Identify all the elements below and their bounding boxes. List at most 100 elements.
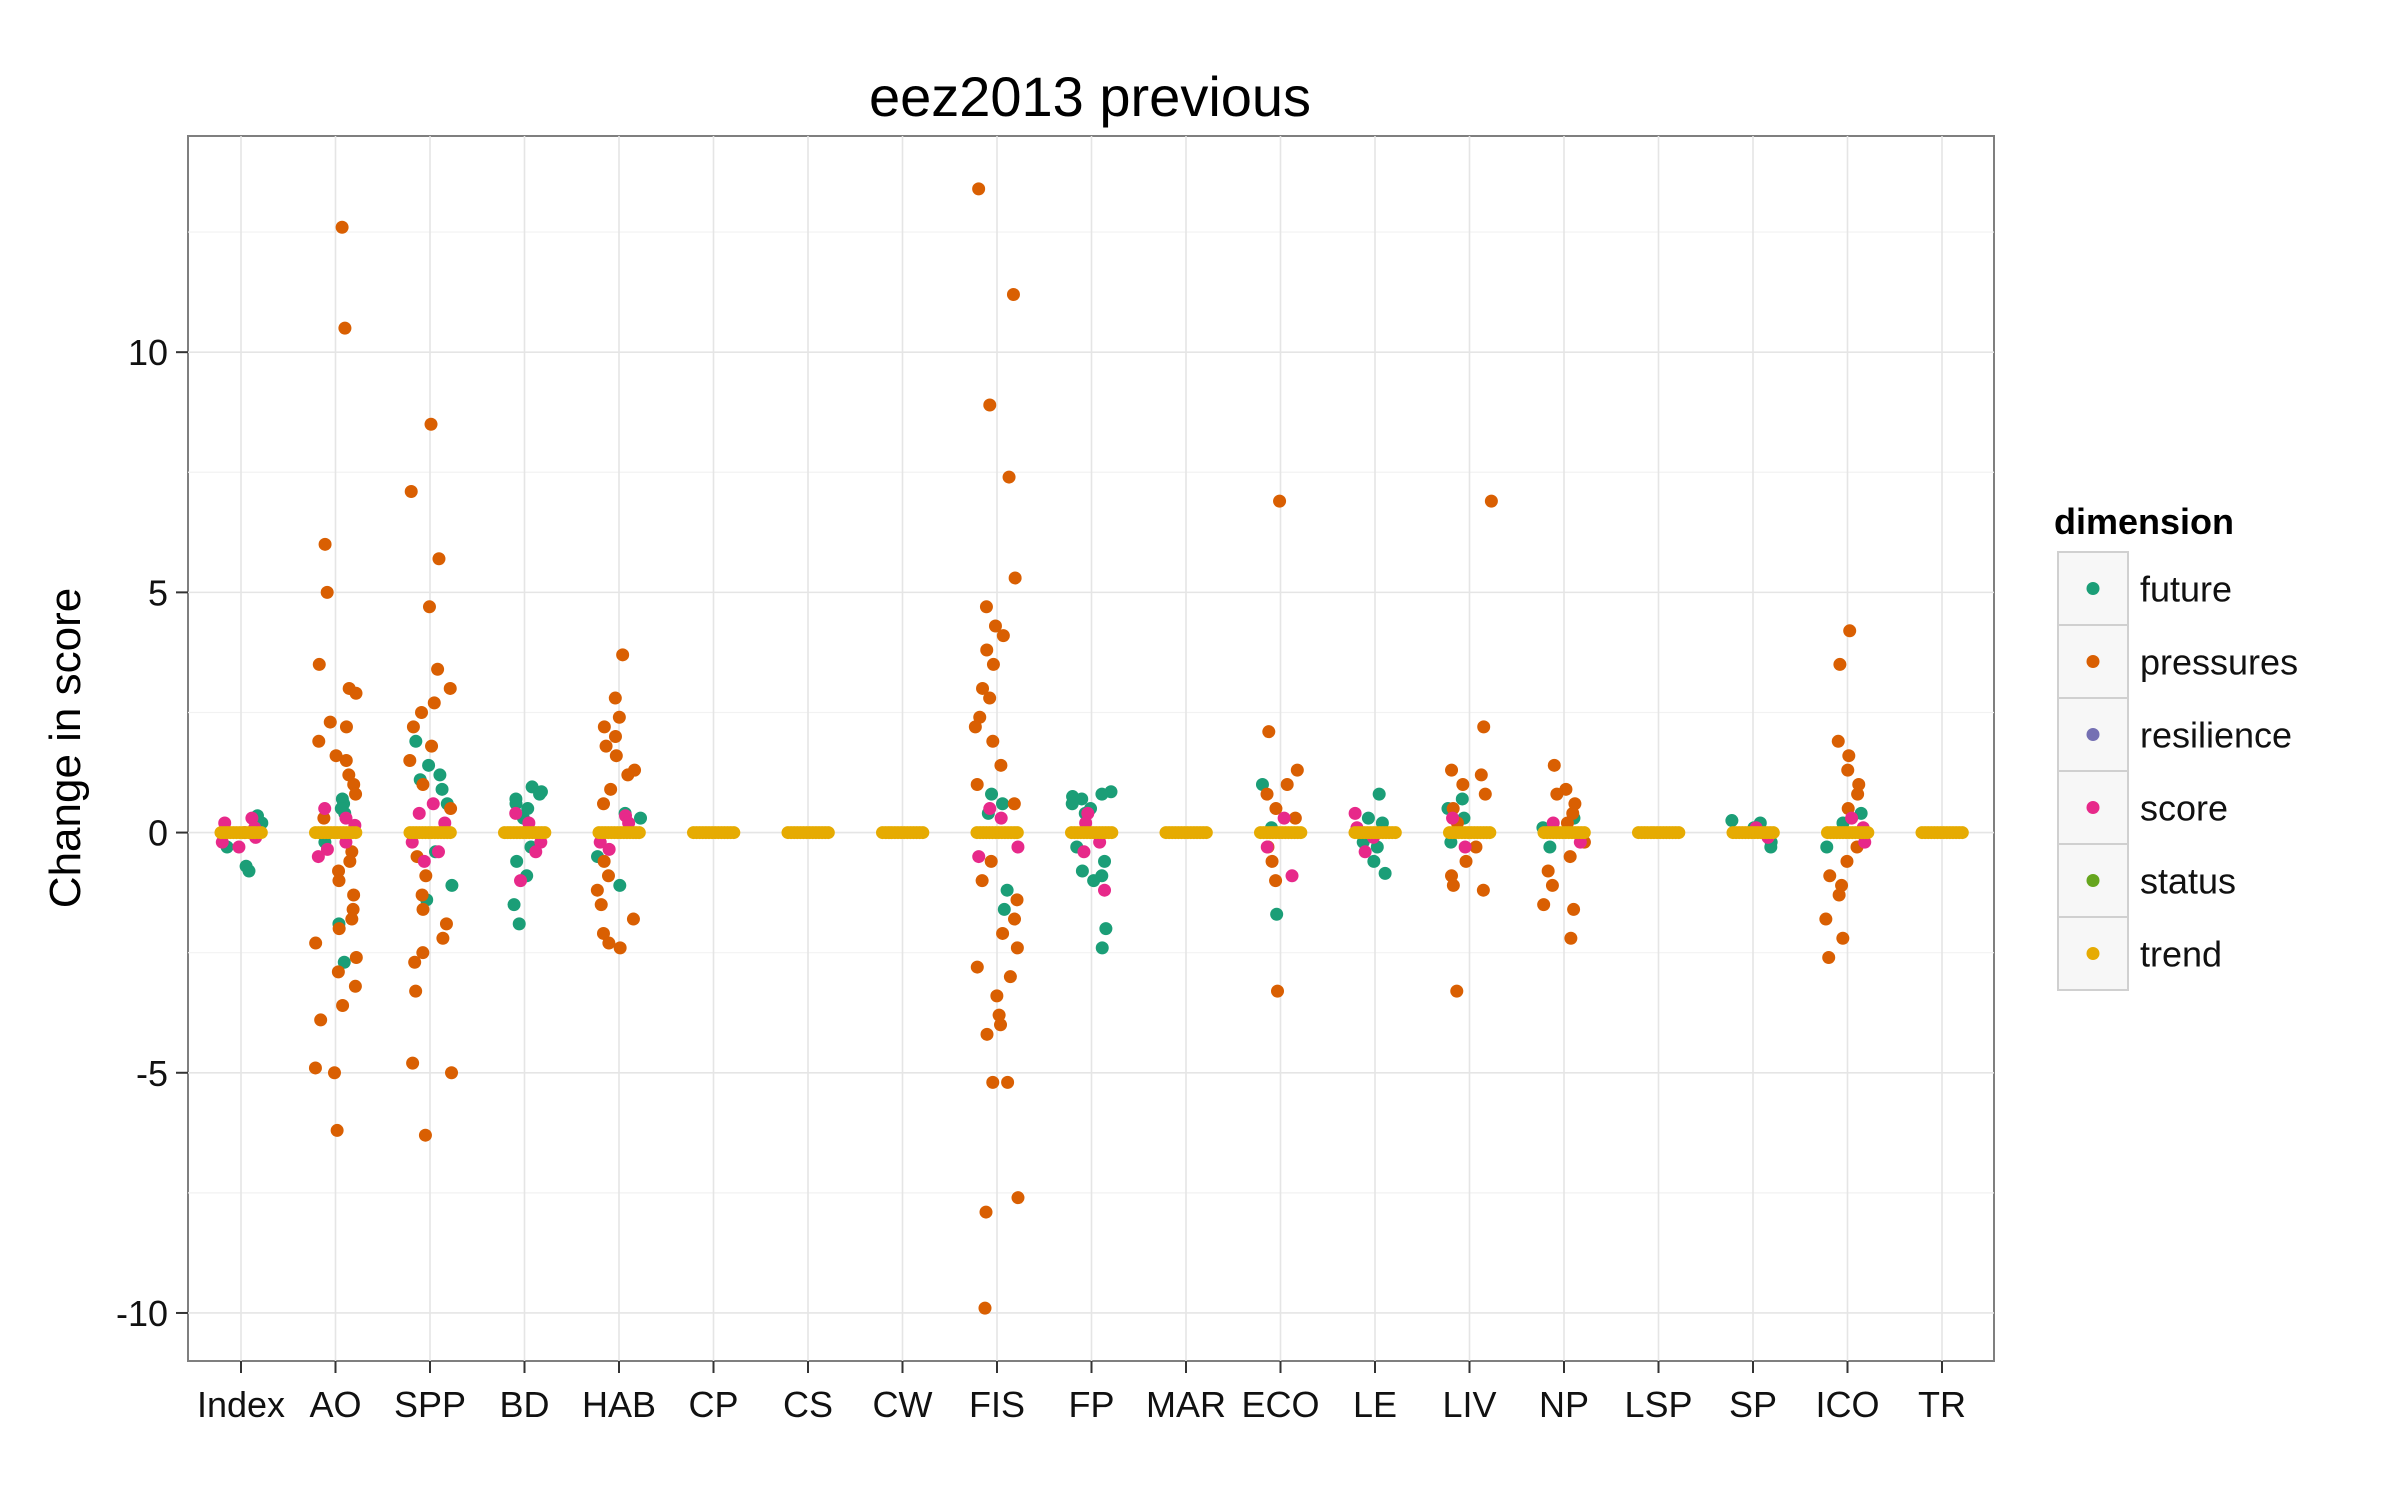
point-score [318, 802, 332, 816]
point-pressures [339, 754, 353, 768]
point-pressures [1537, 898, 1551, 912]
point-future [1098, 854, 1112, 868]
point-future [1378, 866, 1392, 880]
point-trend [1294, 826, 1308, 840]
point-pressures [422, 600, 436, 614]
point-pressures [983, 691, 997, 705]
point-pressures [602, 936, 616, 950]
legend: dimension future pressures resilience score… [2054, 501, 2298, 991]
point-pressures [1476, 883, 1490, 897]
point-future [1543, 840, 1557, 854]
point-future [510, 854, 524, 868]
point-pressures [314, 1013, 328, 1027]
point-pressures [1001, 1075, 1015, 1089]
y-axis-title: Change in score [41, 588, 90, 908]
point-score [1446, 811, 1460, 825]
point-pressures [327, 1066, 341, 1080]
point-trend [632, 826, 646, 840]
point-pressures [312, 657, 326, 671]
point-pressures [990, 989, 1004, 1003]
point-pressures [1003, 970, 1017, 984]
point-pressures [1010, 941, 1024, 955]
points-layer [215, 182, 1872, 1315]
point-pressures [1265, 854, 1279, 868]
point-pressures [1484, 494, 1498, 508]
point-pressures [986, 1075, 1000, 1089]
point-trend [1955, 826, 1969, 840]
point-score [1348, 806, 1362, 820]
legend-marker-status [2086, 874, 2100, 887]
point-future [1725, 814, 1739, 828]
x-tick-label: LSP [1624, 1384, 1692, 1425]
point-future [435, 782, 449, 796]
point-pressures [597, 854, 611, 868]
point-pressures [1445, 763, 1459, 777]
point-trend [538, 826, 552, 840]
point-future [634, 811, 648, 825]
point-pressures [349, 787, 363, 801]
point-trend [1672, 826, 1686, 840]
point-pressures [1477, 720, 1491, 734]
point-score [417, 854, 431, 868]
point-future [1444, 835, 1458, 849]
point-pressures [616, 648, 630, 662]
point-score [994, 811, 1008, 825]
point-future [1099, 922, 1113, 936]
point-pressures [1833, 657, 1847, 671]
point-pressures [1851, 787, 1865, 801]
x-tick-label: CW [873, 1384, 933, 1425]
point-future [337, 955, 351, 969]
point-pressures [601, 869, 615, 883]
point-pressures [346, 902, 360, 916]
point-pressures [1262, 725, 1276, 739]
point-pressures [406, 720, 420, 734]
point-pressures [342, 768, 356, 782]
point-pressures [984, 854, 998, 868]
point-pressures [424, 417, 438, 431]
point-pressures [415, 888, 429, 902]
point-trend [1577, 826, 1591, 840]
point-pressures [436, 931, 450, 945]
point-pressures [1541, 864, 1555, 878]
point-score [1285, 869, 1299, 883]
point-future [1361, 811, 1375, 825]
point-pressures [329, 749, 343, 763]
point-future [1075, 864, 1089, 878]
point-future [613, 878, 627, 892]
point-score [514, 874, 528, 888]
point-trend [727, 826, 741, 840]
legend-marker-pressures [2086, 655, 2100, 668]
point-pressures [1840, 854, 1854, 868]
point-pressures [597, 720, 611, 734]
point-pressures [972, 182, 986, 196]
legend-marker-resilience [2086, 728, 2100, 741]
point-pressures [347, 778, 361, 792]
point-pressures [986, 657, 1000, 671]
point-future [445, 878, 459, 892]
point-pressures [626, 912, 640, 926]
point-score [215, 835, 229, 849]
point-pressures [1831, 734, 1845, 748]
point-score [1260, 840, 1274, 854]
point-pressures [318, 537, 332, 551]
point-pressures [308, 1061, 322, 1075]
point-pressures [596, 926, 610, 940]
point-pressures [1819, 912, 1833, 926]
point-pressures [419, 869, 433, 883]
point-pressures [1002, 470, 1016, 484]
point-pressures [416, 902, 430, 916]
legend-label-future: future [2140, 569, 2232, 610]
point-score [232, 840, 246, 854]
point-trend [1105, 826, 1119, 840]
point-trend [349, 826, 363, 840]
point-pressures [404, 484, 418, 498]
point-trend [1766, 826, 1780, 840]
point-pressures [1288, 811, 1302, 825]
point-future [242, 864, 256, 878]
point-pressures [1550, 787, 1564, 801]
point-pressures [416, 946, 430, 960]
point-trend [821, 826, 835, 840]
point-future [1372, 787, 1386, 801]
point-pressures [1007, 797, 1021, 811]
